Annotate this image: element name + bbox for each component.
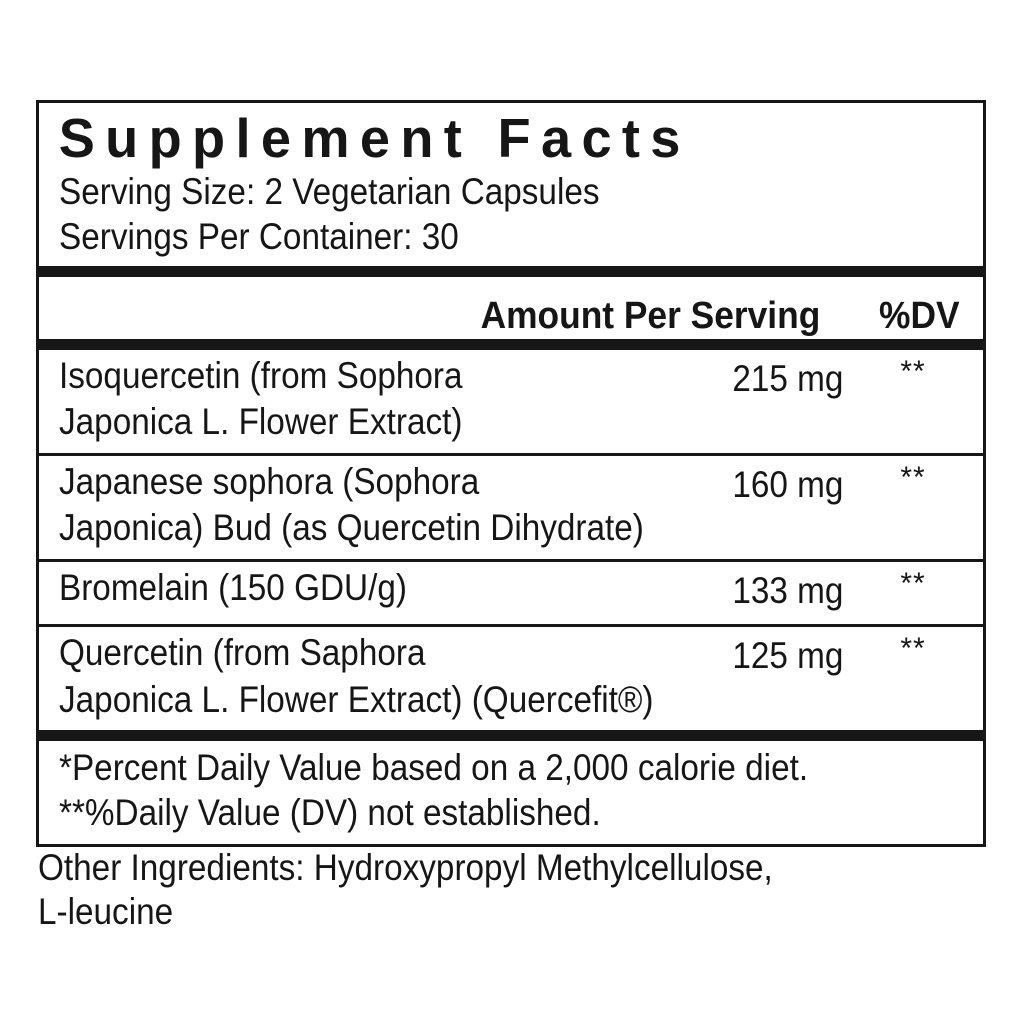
footnote-dv-not-established: **%Daily Value (DV) not established. bbox=[59, 792, 601, 834]
ingredient-dv: ** bbox=[900, 631, 926, 665]
footnote-percent-daily-value: *Percent Daily Value based on a 2,000 ca… bbox=[59, 747, 809, 789]
panel-title: Supplement Facts bbox=[58, 107, 691, 169]
servings-per-container-line: Servings Per Container: 30 bbox=[59, 216, 459, 258]
ingredient-name: Isoquercetin (from Sophora Japonica L. F… bbox=[59, 354, 463, 443]
ingredient-amount: 125 mg bbox=[731, 634, 843, 676]
row-divider bbox=[39, 623, 983, 627]
rule-below-serving-info bbox=[39, 265, 983, 277]
serving-size-line: Serving Size: 2 Vegetarian Capsules bbox=[59, 171, 600, 213]
row-divider bbox=[39, 558, 983, 562]
row-divider bbox=[39, 452, 983, 456]
ingredient-name: Japanese sophora (Sophora Japonica) Bud … bbox=[59, 460, 644, 549]
ingredient-name: Quercetin (from Saphora Japonica L. Flow… bbox=[59, 631, 654, 720]
table-row: Quercetin (from Saphora Japonica L. Flow… bbox=[39, 627, 983, 730]
ingredient-amount: 215 mg bbox=[731, 357, 843, 399]
column-header-row: Amount Per Serving %DV bbox=[39, 277, 983, 339]
ingredient-dv: ** bbox=[900, 460, 926, 494]
ingredient-dv: ** bbox=[900, 566, 926, 600]
rule-below-column-headers bbox=[39, 338, 983, 350]
table-row: Isoquercetin (from Sophora Japonica L. F… bbox=[39, 350, 983, 453]
ingredient-name: Bromelain (150 GDU/g) bbox=[59, 566, 407, 608]
table-row: Bromelain (150 GDU/g) 133 mg ** bbox=[39, 562, 983, 624]
supplement-facts-panel: Supplement Facts Serving Size: 2 Vegetar… bbox=[36, 100, 986, 848]
ingredient-amount: 133 mg bbox=[731, 569, 843, 611]
footnotes: *Percent Daily Value based on a 2,000 ca… bbox=[39, 741, 983, 844]
daily-value-header: %DV bbox=[879, 294, 960, 337]
rule-above-footnotes bbox=[39, 730, 983, 742]
table-row: Japanese sophora (Sophora Japonica) Bud … bbox=[39, 456, 983, 559]
serving-info: Serving Size: 2 Vegetarian Capsules Serv… bbox=[39, 167, 983, 265]
amount-per-serving-header: Amount Per Serving bbox=[480, 294, 820, 337]
ingredient-amount: 160 mg bbox=[731, 463, 843, 505]
other-ingredients-text: Other Ingredients: Hydroxypropyl Methylc… bbox=[38, 847, 773, 933]
ingredient-dv: ** bbox=[900, 354, 926, 388]
